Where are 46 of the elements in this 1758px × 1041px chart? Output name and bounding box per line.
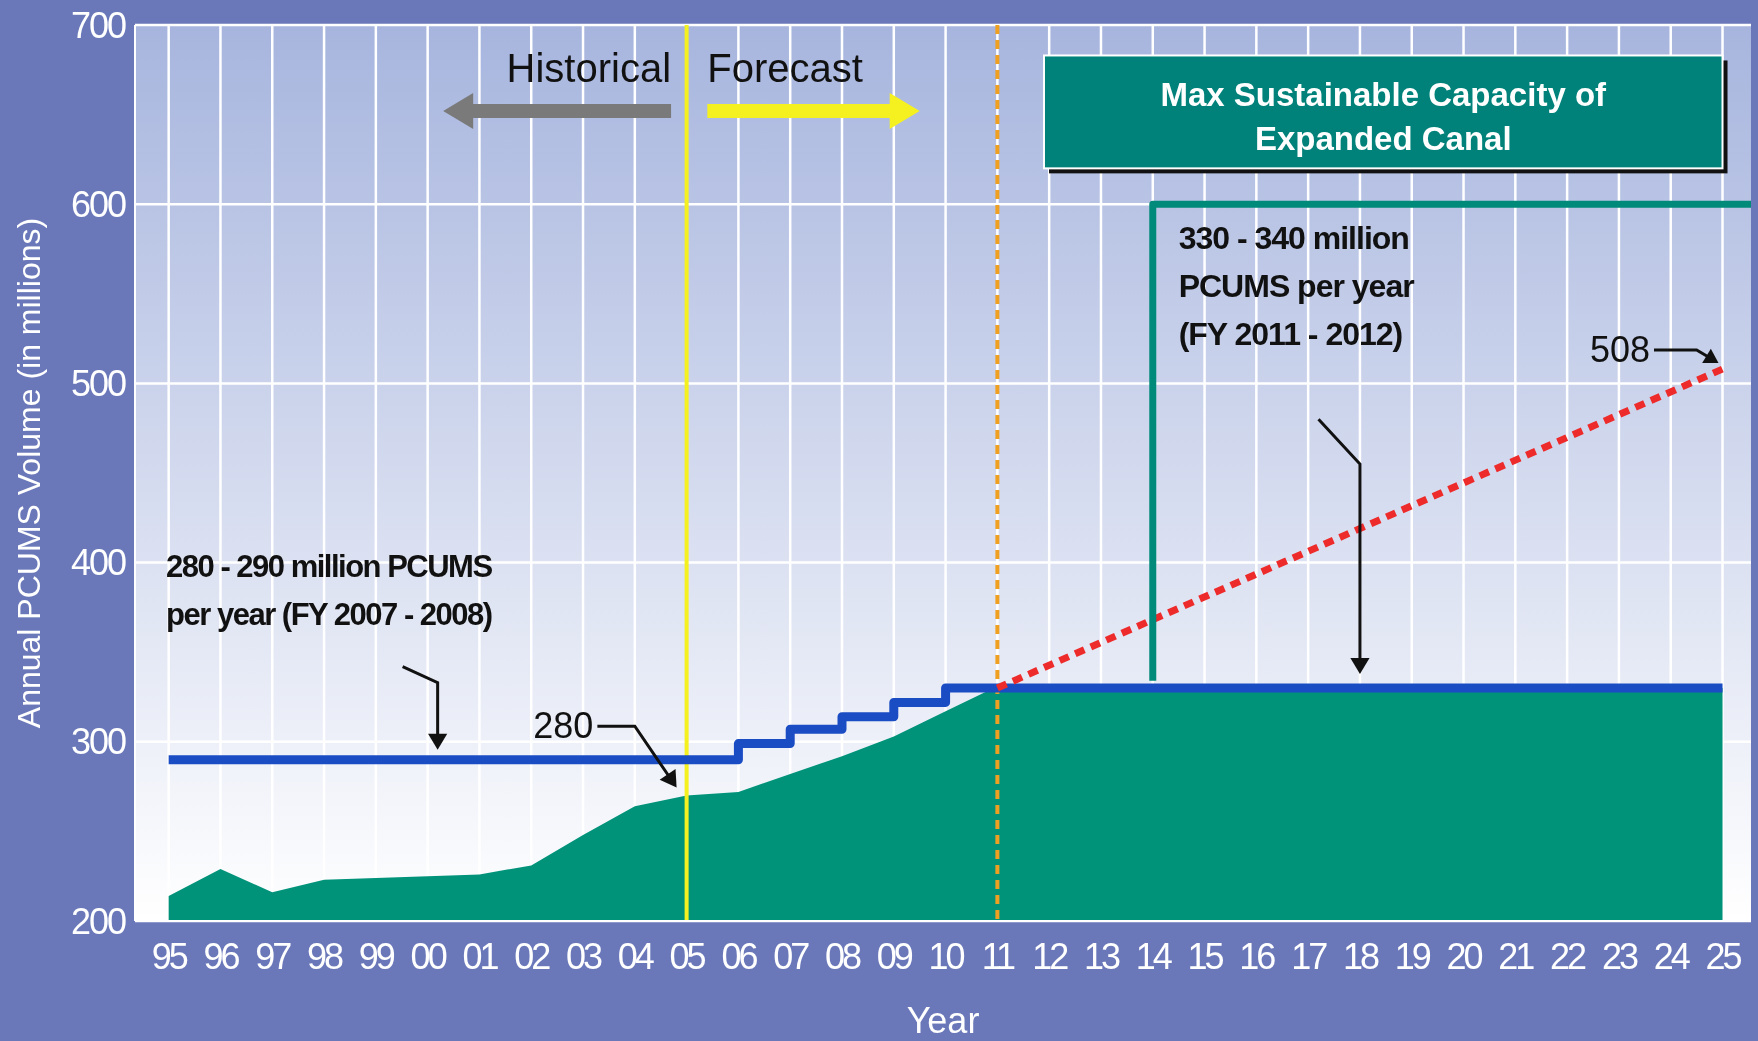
x-tick-label: 02 <box>514 936 551 977</box>
x-tick-label: 07 <box>773 936 810 977</box>
y-tick-label: 500 <box>70 363 126 404</box>
annotation: 508 <box>1589 328 1650 370</box>
y-tick-label: 300 <box>70 721 126 763</box>
x-tick-label: 10 <box>928 936 965 977</box>
x-tick-label: 19 <box>1394 936 1431 977</box>
x-tick-label: 11 <box>981 936 1016 977</box>
annotation: Forecast <box>707 46 863 91</box>
annotation: Historical <box>506 46 672 91</box>
x-tick-label: 23 <box>1601 936 1638 977</box>
x-tick-label: 03 <box>566 936 603 977</box>
y-axis-title: Annual PCUMS Volume (in millions) <box>11 217 47 729</box>
x-tick-label: 16 <box>1239 936 1276 977</box>
x-tick-label: 18 <box>1342 936 1379 977</box>
x-tick-label: 05 <box>669 936 706 977</box>
x-tick-label: 22 <box>1550 936 1587 977</box>
x-tick-label: 21 <box>1498 936 1535 977</box>
annotation: 280 <box>533 705 594 747</box>
x-tick-label: 15 <box>1187 936 1224 977</box>
y-tick-label: 600 <box>70 183 126 225</box>
x-tick-label: 98 <box>307 936 344 977</box>
x-tick-label: 04 <box>617 936 654 977</box>
x-tick-label: 17 <box>1291 936 1328 977</box>
x-tick-label: 13 <box>1083 936 1120 977</box>
x-tick-label: 09 <box>876 936 913 977</box>
x-tick-label: 95 <box>151 936 188 977</box>
annotation: 280 - 290 million PCUMS per year (FY 2007 - 2008) <box>166 548 493 632</box>
y-tick-label: 400 <box>70 542 126 584</box>
x-tick-label: 01 <box>462 936 499 977</box>
x-tick-label: 99 <box>358 936 395 977</box>
x-tick-label: 25 <box>1705 936 1742 977</box>
x-tick-label: 24 <box>1653 936 1690 977</box>
annotation: 330 - 340 million PCUMS per year (FY 2011 - 2012) <box>1178 220 1415 352</box>
x-tick-label: 97 <box>255 936 292 977</box>
x-axis-title: Year <box>906 1000 980 1041</box>
x-tick-label: 12 <box>1032 936 1069 977</box>
x-tick-label: 06 <box>721 936 758 977</box>
x-tick-label: 20 <box>1446 936 1483 977</box>
x-tick-label: 96 <box>203 936 240 977</box>
annotation: Max Sustainable Capacity of Expanded Canal <box>1160 75 1608 157</box>
x-tick-label: 08 <box>824 936 861 977</box>
x-tick-label: 00 <box>410 936 447 977</box>
y-tick-label: 200 <box>70 900 126 942</box>
x-tick-label: 14 <box>1135 936 1172 977</box>
y-tick-label: 700 <box>70 4 126 46</box>
